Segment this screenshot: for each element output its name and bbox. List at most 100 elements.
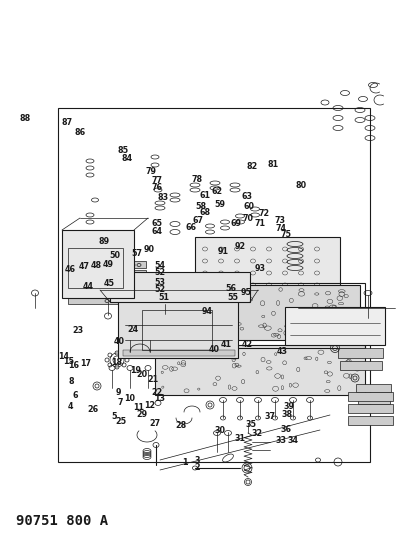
Text: 80: 80 xyxy=(294,181,306,190)
Text: 33: 33 xyxy=(274,436,286,445)
Text: 27: 27 xyxy=(149,419,160,428)
Text: 19: 19 xyxy=(130,367,141,375)
Text: 79: 79 xyxy=(145,167,156,176)
Bar xyxy=(357,396,389,404)
Text: 66: 66 xyxy=(184,223,196,231)
Text: 52: 52 xyxy=(154,286,165,294)
Text: 12: 12 xyxy=(144,401,155,409)
Text: 75: 75 xyxy=(280,230,291,239)
Text: 47: 47 xyxy=(79,262,90,271)
Bar xyxy=(347,392,392,401)
Text: 30: 30 xyxy=(214,426,225,435)
Text: 50: 50 xyxy=(109,252,120,260)
Bar xyxy=(68,297,146,304)
Bar xyxy=(68,270,146,277)
Text: 41: 41 xyxy=(220,340,231,349)
Text: 59: 59 xyxy=(214,200,225,209)
Text: 74: 74 xyxy=(274,224,286,232)
Text: 92: 92 xyxy=(234,242,245,251)
Text: 48: 48 xyxy=(91,261,102,270)
Bar xyxy=(347,404,392,413)
Bar xyxy=(219,283,364,348)
Text: 71: 71 xyxy=(253,220,265,228)
Text: 85: 85 xyxy=(117,146,128,155)
Bar xyxy=(62,230,134,298)
Text: 40: 40 xyxy=(113,337,124,345)
Text: 56: 56 xyxy=(225,285,236,293)
Text: 51: 51 xyxy=(158,293,169,302)
Text: 68: 68 xyxy=(199,208,210,216)
Text: 34: 34 xyxy=(286,436,298,445)
Text: 20: 20 xyxy=(136,370,147,379)
Text: 60: 60 xyxy=(243,203,254,211)
Text: 1: 1 xyxy=(182,458,187,467)
Text: 86: 86 xyxy=(74,128,85,136)
Text: 24: 24 xyxy=(127,325,138,334)
Text: 26: 26 xyxy=(87,405,99,414)
Text: 91: 91 xyxy=(217,247,229,256)
Text: 46: 46 xyxy=(65,265,76,274)
Text: 38: 38 xyxy=(281,410,292,419)
Text: 84: 84 xyxy=(121,155,132,163)
Text: 14: 14 xyxy=(58,352,69,360)
Text: 77: 77 xyxy=(151,176,162,184)
Text: 83: 83 xyxy=(157,193,168,201)
Bar xyxy=(142,310,211,350)
Text: 21: 21 xyxy=(147,375,158,384)
Text: 63: 63 xyxy=(241,192,252,200)
Text: 22: 22 xyxy=(151,388,162,397)
Text: 81: 81 xyxy=(267,160,278,168)
Text: 2: 2 xyxy=(194,464,199,472)
Text: 70: 70 xyxy=(241,214,253,223)
Bar xyxy=(155,345,364,395)
Text: 8: 8 xyxy=(69,377,74,386)
Bar xyxy=(110,272,249,302)
Text: 65: 65 xyxy=(151,220,162,228)
Text: 62: 62 xyxy=(211,188,222,196)
Bar xyxy=(68,248,123,288)
Text: 57: 57 xyxy=(131,249,142,258)
Text: 6: 6 xyxy=(73,391,78,400)
Text: 87: 87 xyxy=(62,118,73,127)
Text: 61: 61 xyxy=(199,191,210,199)
Text: 90751 800 A: 90751 800 A xyxy=(16,514,108,528)
Bar xyxy=(68,261,146,268)
Bar xyxy=(337,348,382,358)
Text: 69: 69 xyxy=(229,220,241,228)
Bar xyxy=(284,307,384,345)
Text: 7: 7 xyxy=(117,399,122,407)
Text: 17: 17 xyxy=(79,359,91,368)
Bar xyxy=(347,416,392,425)
Text: 18: 18 xyxy=(111,358,122,367)
Text: 64: 64 xyxy=(151,227,162,236)
Bar xyxy=(123,350,235,356)
Bar xyxy=(68,288,146,295)
Text: 5: 5 xyxy=(111,413,117,421)
Text: 3: 3 xyxy=(194,456,199,465)
Text: 76: 76 xyxy=(151,183,162,192)
Text: 88: 88 xyxy=(19,114,30,123)
Text: 39: 39 xyxy=(283,402,294,410)
Text: 13: 13 xyxy=(154,394,165,403)
Text: 73: 73 xyxy=(273,216,285,225)
Text: 72: 72 xyxy=(258,209,269,217)
Text: 54: 54 xyxy=(154,261,165,270)
Bar xyxy=(160,285,359,340)
Text: 78: 78 xyxy=(191,175,202,183)
Text: 11: 11 xyxy=(133,403,144,411)
Text: 52: 52 xyxy=(154,269,165,277)
Text: 55: 55 xyxy=(227,293,238,302)
Text: 23: 23 xyxy=(73,326,84,335)
Text: 58: 58 xyxy=(195,203,206,211)
Bar xyxy=(118,298,237,358)
Text: 95: 95 xyxy=(240,288,251,296)
Text: 16: 16 xyxy=(67,361,79,370)
Text: 49: 49 xyxy=(102,260,113,269)
Text: 43: 43 xyxy=(276,348,287,356)
Text: 32: 32 xyxy=(251,430,262,438)
Text: 44: 44 xyxy=(83,282,94,291)
Bar xyxy=(355,384,390,392)
Text: 9: 9 xyxy=(115,388,121,397)
Text: 35: 35 xyxy=(245,420,256,429)
Text: 94: 94 xyxy=(201,307,213,316)
